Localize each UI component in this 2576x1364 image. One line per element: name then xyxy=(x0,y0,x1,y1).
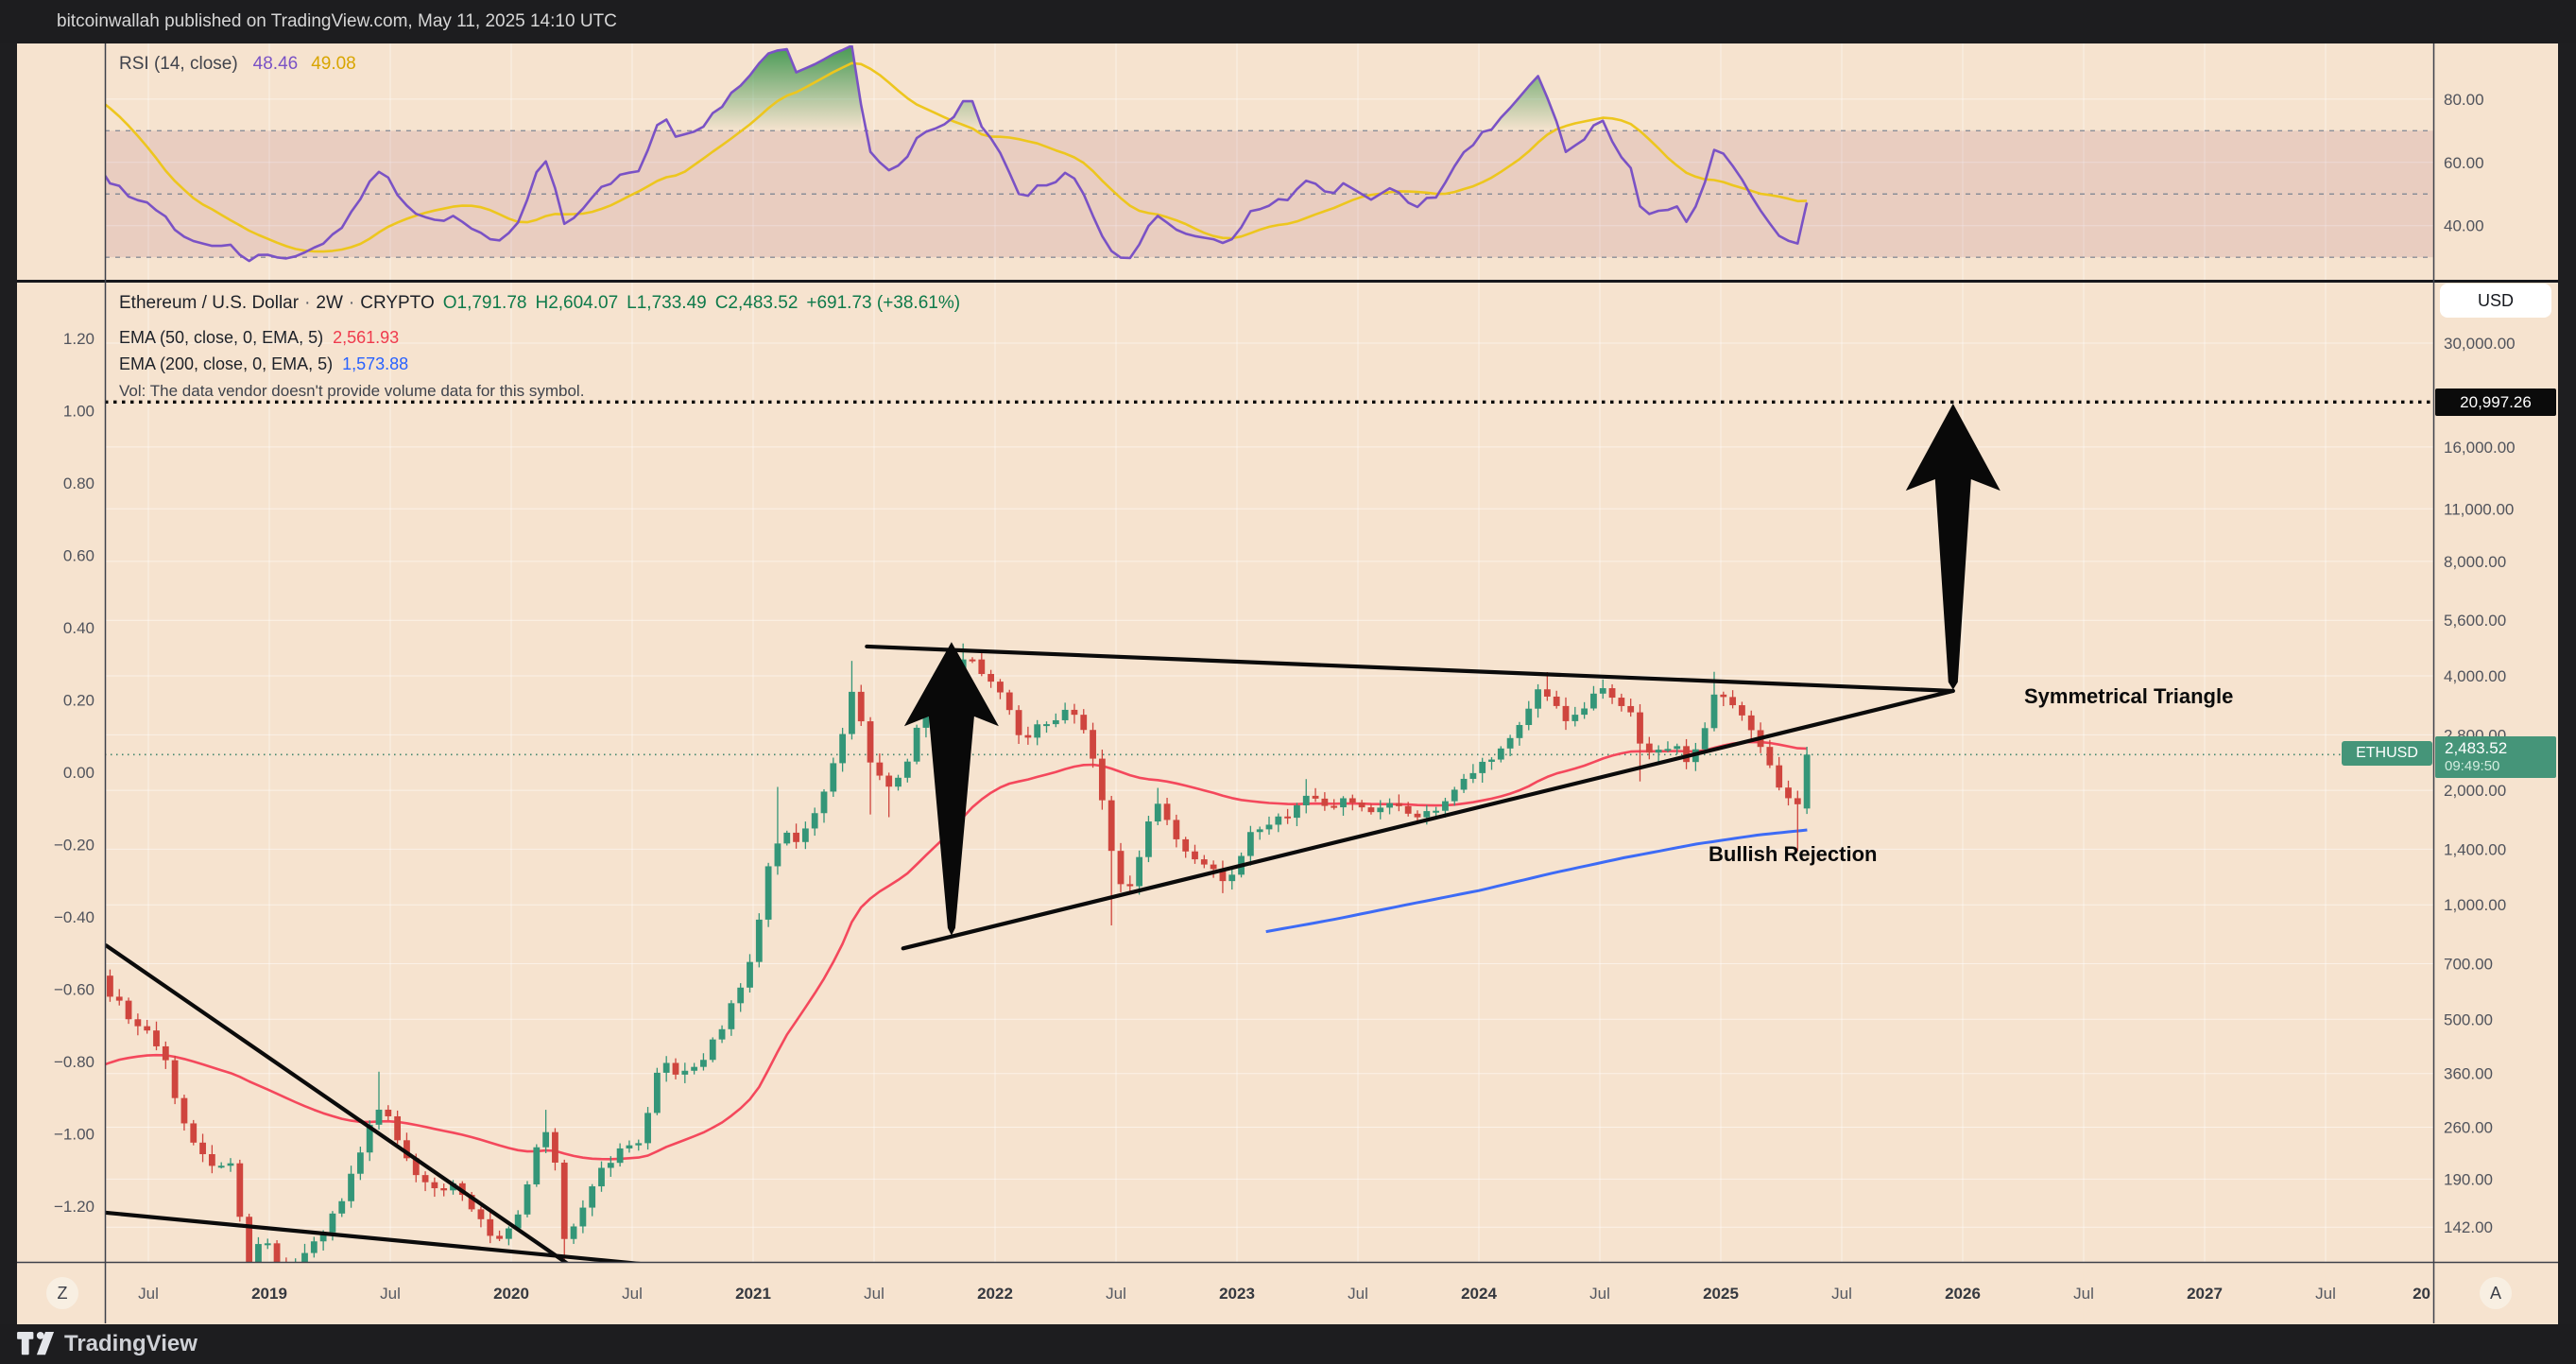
left-scale[interactable] xyxy=(17,43,105,1262)
ema50-legend[interactable]: EMA (50, close, 0, EMA, 5) 2,561.93 xyxy=(119,328,399,348)
time-scale[interactable] xyxy=(17,1263,2558,1323)
symbol-legend[interactable]: Ethereum / U.S. Dollar · 2W · CRYPTO O1,791.7… xyxy=(119,293,961,313)
last-price-label: 2,483.52 09:49:50 xyxy=(2435,736,2556,778)
symbol-name: Ethereum / U.S. Dollar xyxy=(119,293,300,313)
publish-banner: bitcoinwallah published on TradingView.c… xyxy=(0,0,2576,43)
exchange-label: CRYPTO xyxy=(360,293,435,313)
rsi-ma-value: 49.08 xyxy=(311,54,356,74)
annotation-bullish-rejection[interactable]: Bullish Rejection xyxy=(1709,842,1878,866)
interval-label: 2W xyxy=(316,293,343,313)
ema200-legend[interactable]: EMA (200, close, 0, EMA, 5) 1,573.88 xyxy=(119,354,408,374)
publish-banner-text: bitcoinwallah published on TradingView.c… xyxy=(57,11,617,31)
change-value: +691.73 (+38.61%) xyxy=(806,293,961,313)
annotation-symmetrical-triangle[interactable]: Symmetrical Triangle xyxy=(2024,684,2234,708)
low-value: L1,733.49 xyxy=(627,293,707,313)
auto-fit-button[interactable]: A xyxy=(2480,1277,2512,1309)
rsi-value: 48.46 xyxy=(252,54,299,74)
footer-bar: TradingView xyxy=(0,1324,2576,1364)
brand-wordmark[interactable]: TradingView xyxy=(64,1331,197,1356)
tradingview-logo-icon xyxy=(17,1332,55,1355)
rsi-legend-label: RSI (14, close) xyxy=(119,54,238,74)
last-price-value: 2,483.52 xyxy=(2445,739,2508,757)
price-scale[interactable] xyxy=(2433,43,2558,1262)
ema50-label: EMA (50, close, 0, EMA, 5) xyxy=(119,328,324,347)
rsi-legend[interactable]: RSI (14, close) 48.46 49.08 xyxy=(119,54,356,75)
ema50-value: 2,561.93 xyxy=(333,328,400,347)
high-value: H2,604.07 xyxy=(535,293,619,313)
ema200-label: EMA (200, close, 0, EMA, 5) xyxy=(119,354,334,373)
volume-note: Vol: The data vendor doesn't provide vol… xyxy=(119,382,585,400)
symbol-price-flag: ETHUSD xyxy=(2342,741,2432,766)
ema200-value: 1,573.88 xyxy=(342,354,409,373)
currency-unit-button[interactable]: USD xyxy=(2440,284,2551,318)
close-value: C2,483.52 xyxy=(714,293,799,313)
open-value: O1,791.78 xyxy=(442,293,527,313)
bar-countdown: 09:49:50 xyxy=(2445,758,2500,774)
timezone-button[interactable]: Z xyxy=(46,1277,78,1309)
target-price-label: 20,997.26 xyxy=(2435,388,2556,416)
chart-plot-area[interactable] xyxy=(105,43,2433,1262)
